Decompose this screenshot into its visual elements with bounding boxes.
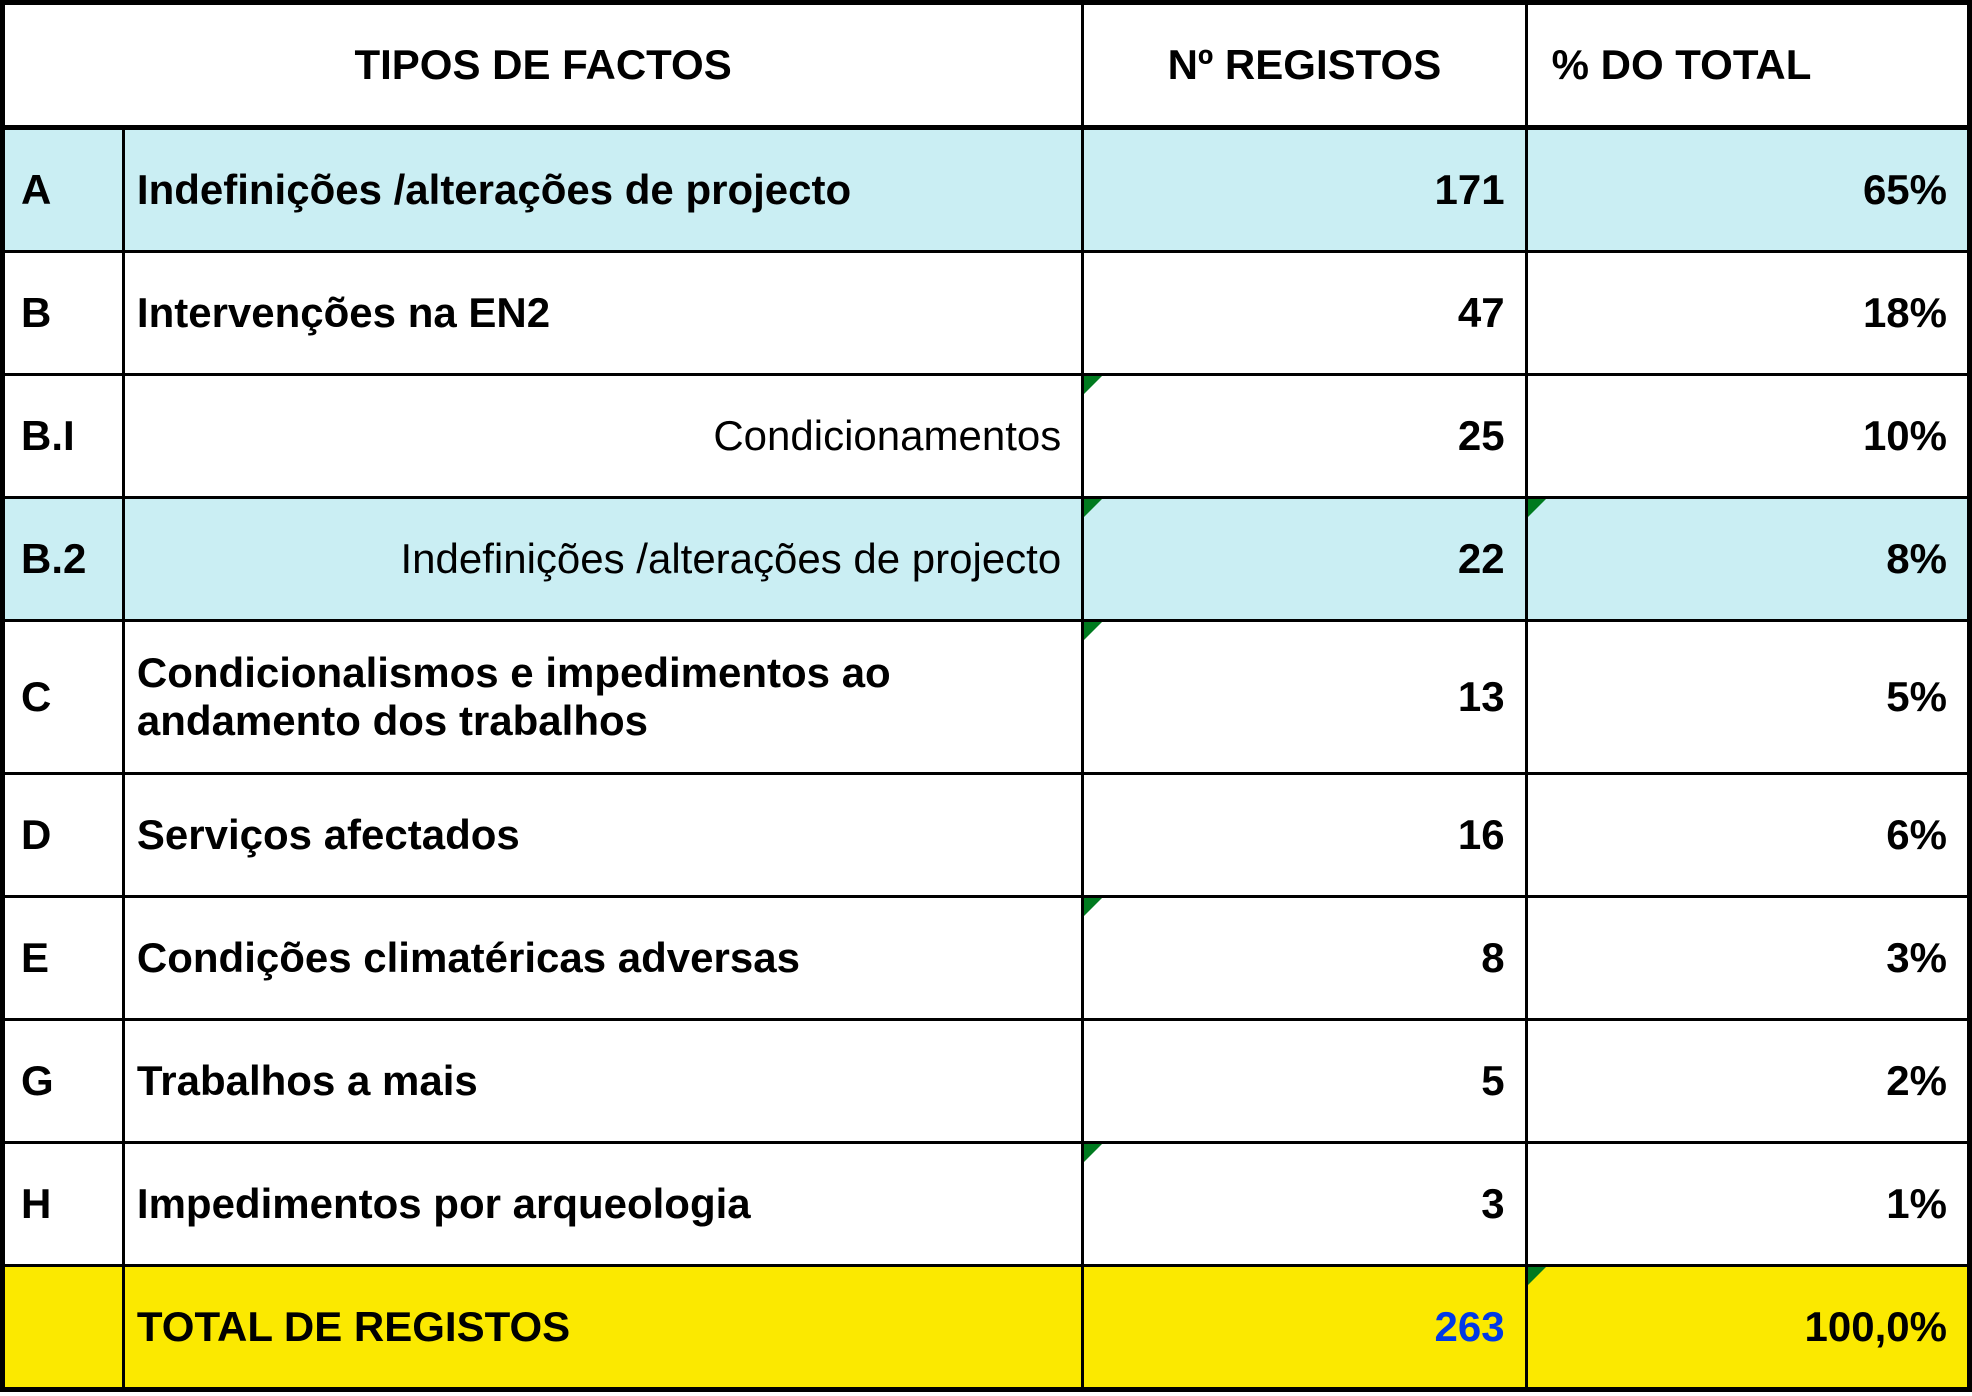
row-desc: Condicionamentos: [125, 412, 1081, 460]
row-percent-cell: 1%: [1526, 1143, 1969, 1266]
row-code: H: [5, 1180, 122, 1228]
row-registos: 22: [1084, 535, 1524, 583]
row-registos: 3: [1084, 1180, 1524, 1228]
header-tipos-label: TIPOS DE FACTOS: [5, 41, 1081, 89]
header-tipos: TIPOS DE FACTOS: [3, 3, 1083, 128]
table-row: B.ICondicionamentos2510%: [3, 375, 1970, 498]
row-code: E: [5, 934, 122, 982]
row-percent: 3%: [1528, 934, 1967, 982]
total-percent-cell: 100,0%: [1526, 1266, 1969, 1390]
row-percent-cell: 18%: [1526, 252, 1969, 375]
total-registos: 263: [1084, 1303, 1524, 1351]
row-code-cell: B.2: [3, 498, 124, 621]
row-registos-cell: 3: [1083, 1143, 1526, 1266]
row-code-cell: D: [3, 774, 124, 897]
row-code-cell: E: [3, 897, 124, 1020]
row-percent-cell: 65%: [1526, 128, 1969, 252]
row-desc: Serviços afectados: [125, 811, 1081, 859]
table-container: TIPOS DE FACTOS Nº REGISTOS % DO TOTAL A…: [0, 0, 1972, 1392]
row-registos: 13: [1084, 673, 1524, 721]
row-registos-cell: 13: [1083, 621, 1526, 774]
row-code: G: [5, 1057, 122, 1105]
header-percent-label: % DO TOTAL: [1528, 41, 1967, 89]
row-desc: Intervenções na EN2: [125, 289, 1081, 337]
row-desc-cell: Condicionalismos e impedimentos ao andam…: [123, 621, 1082, 774]
row-registos: 5: [1084, 1057, 1524, 1105]
row-registos-cell: 22: [1083, 498, 1526, 621]
row-registos: 47: [1084, 289, 1524, 337]
row-percent: 65%: [1528, 166, 1967, 214]
row-registos-cell: 25: [1083, 375, 1526, 498]
table-row: AIndefinições /alterações de projecto171…: [3, 128, 1970, 252]
total-code: [3, 1266, 124, 1390]
row-desc: Indefinições /alterações de projecto: [125, 535, 1081, 583]
table-row: HImpedimentos por arqueologia31%: [3, 1143, 1970, 1266]
row-code: A: [5, 166, 122, 214]
row-desc-cell: Trabalhos a mais: [123, 1020, 1082, 1143]
row-registos-cell: 5: [1083, 1020, 1526, 1143]
total-row: TOTAL DE REGISTOS 263 100,0%: [3, 1266, 1970, 1390]
row-desc-cell: Condicionamentos: [123, 375, 1082, 498]
row-percent-cell: 3%: [1526, 897, 1969, 1020]
header-percent: % DO TOTAL: [1526, 3, 1969, 128]
row-percent: 5%: [1528, 673, 1967, 721]
row-desc: Indefinições /alterações de projecto: [125, 166, 1081, 214]
row-desc: Trabalhos a mais: [125, 1057, 1081, 1105]
row-percent-cell: 8%: [1526, 498, 1969, 621]
row-percent-cell: 2%: [1526, 1020, 1969, 1143]
row-desc-cell: Condições climatéricas adversas: [123, 897, 1082, 1020]
header-row: TIPOS DE FACTOS Nº REGISTOS % DO TOTAL: [3, 3, 1970, 128]
table-row: BIntervenções na EN24718%: [3, 252, 1970, 375]
row-code-cell: B: [3, 252, 124, 375]
total-registos-cell: 263: [1083, 1266, 1526, 1390]
row-percent: 6%: [1528, 811, 1967, 859]
row-desc-cell: Intervenções na EN2: [123, 252, 1082, 375]
header-registos-label: Nº REGISTOS: [1084, 41, 1524, 89]
row-percent: 8%: [1528, 535, 1967, 583]
row-code-cell: B.I: [3, 375, 124, 498]
row-code-cell: H: [3, 1143, 124, 1266]
row-code-cell: G: [3, 1020, 124, 1143]
row-registos: 8: [1084, 934, 1524, 982]
row-percent-cell: 6%: [1526, 774, 1969, 897]
row-desc-cell: Indefinições /alterações de projecto: [123, 498, 1082, 621]
row-registos: 16: [1084, 811, 1524, 859]
row-code-cell: C: [3, 621, 124, 774]
row-desc: Impedimentos por arqueologia: [125, 1180, 1081, 1228]
row-code: B.2: [5, 535, 122, 583]
row-code-cell: A: [3, 128, 124, 252]
row-desc-cell: Serviços afectados: [123, 774, 1082, 897]
row-percent: 1%: [1528, 1180, 1967, 1228]
total-percent: 100,0%: [1528, 1303, 1967, 1351]
table-row: GTrabalhos a mais52%: [3, 1020, 1970, 1143]
row-desc: Condições climatéricas adversas: [125, 934, 1081, 982]
header-registos: Nº REGISTOS: [1083, 3, 1526, 128]
row-registos-cell: 171: [1083, 128, 1526, 252]
row-percent: 18%: [1528, 289, 1967, 337]
table-row: CCondicionalismos e impedimentos ao anda…: [3, 621, 1970, 774]
total-label-cell: TOTAL DE REGISTOS: [123, 1266, 1082, 1390]
row-code: B.I: [5, 412, 122, 460]
table-row: B.2Indefinições /alterações de projecto2…: [3, 498, 1970, 621]
row-percent-cell: 10%: [1526, 375, 1969, 498]
row-registos: 171: [1084, 166, 1524, 214]
row-percent-cell: 5%: [1526, 621, 1969, 774]
row-percent: 10%: [1528, 412, 1967, 460]
row-code: C: [5, 673, 122, 721]
row-percent: 2%: [1528, 1057, 1967, 1105]
row-code: B: [5, 289, 122, 337]
row-registos-cell: 16: [1083, 774, 1526, 897]
row-desc-cell: Indefinições /alterações de projecto: [123, 128, 1082, 252]
row-registos-cell: 47: [1083, 252, 1526, 375]
row-desc: Condicionalismos e impedimentos ao andam…: [125, 649, 1081, 746]
row-registos-cell: 8: [1083, 897, 1526, 1020]
row-desc-cell: Impedimentos por arqueologia: [123, 1143, 1082, 1266]
total-label: TOTAL DE REGISTOS: [125, 1303, 1081, 1351]
row-registos: 25: [1084, 412, 1524, 460]
table-row: ECondições climatéricas adversas83%: [3, 897, 1970, 1020]
table-row: DServiços afectados166%: [3, 774, 1970, 897]
row-code: D: [5, 811, 122, 859]
facts-table: TIPOS DE FACTOS Nº REGISTOS % DO TOTAL A…: [0, 0, 1972, 1392]
